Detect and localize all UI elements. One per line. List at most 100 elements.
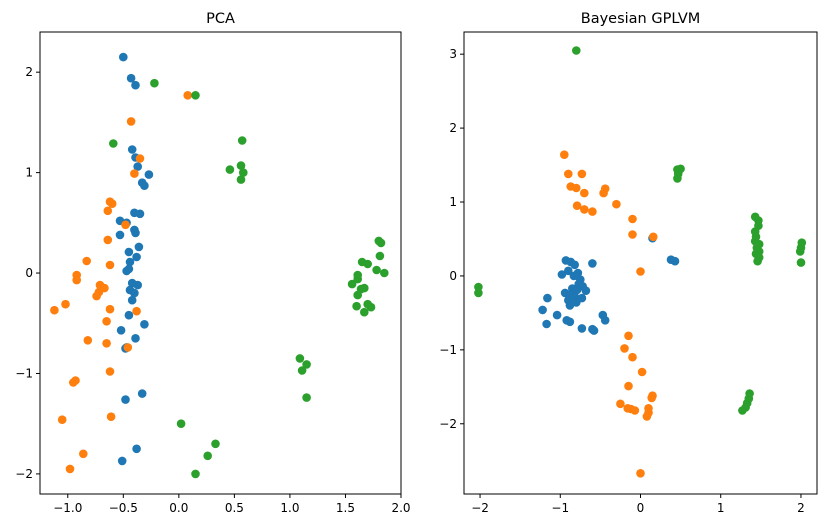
pca-point-class1 [106, 412, 116, 422]
pca-point-class2 [109, 139, 118, 148]
gplvm-point-class2 [796, 258, 806, 267]
gplvm-point-class1 [636, 469, 645, 478]
gplvm-y-tick-label: 0 [449, 269, 457, 283]
gplvm-point-class1 [630, 406, 640, 415]
pca-x-tick-label: 2.0 [391, 501, 410, 515]
pca-point-class0 [126, 73, 136, 83]
pca-point-class2 [225, 165, 235, 174]
gplvm-point-class0 [670, 256, 680, 266]
gplvm-point-class0 [600, 316, 610, 325]
pca-point-class2 [150, 78, 159, 88]
gplvm-x-tick-label: −1 [551, 501, 569, 515]
pca-point-class0 [121, 395, 130, 404]
pca-x-tick-label: −0.5 [109, 501, 138, 515]
gplvm-point-class2 [474, 288, 483, 298]
pca-point-class1 [105, 304, 115, 314]
pca-point-class2 [297, 366, 307, 375]
gplvm-x-axis: −2 −1 0 1 2 [471, 494, 805, 515]
pca-point-class0 [124, 264, 134, 274]
gplvm-points [474, 46, 807, 478]
pca-point-class0 [131, 228, 140, 238]
gplvm-point-class0 [543, 293, 552, 303]
pca-point-class0 [115, 230, 125, 240]
gplvm-point-class0 [542, 319, 551, 329]
pca-point-class2 [347, 279, 357, 289]
gplvm-y-tick-label: −1 [439, 343, 457, 357]
gplvm-point-class0 [572, 298, 581, 307]
pca-point-class0 [134, 242, 144, 252]
gplvm-point-class0 [565, 317, 575, 327]
pca-point-class0 [132, 252, 141, 262]
pca-point-class1 [50, 305, 59, 315]
pca-point-class2 [302, 393, 311, 402]
gplvm-x-tick-label: 0 [637, 501, 645, 515]
gplvm-point-class1 [612, 199, 621, 209]
gplvm-y-tick-label: −2 [439, 417, 457, 431]
pca-point-class0 [124, 247, 134, 257]
gplvm-point-class0 [569, 271, 579, 281]
gplvm-point-class1 [588, 207, 597, 216]
pca-point-class1 [105, 367, 115, 376]
gplvm-point-class0 [564, 266, 573, 276]
gplvm-x-tick-label: 2 [797, 501, 805, 515]
pca-point-class2 [203, 451, 212, 461]
gplvm-point-class0 [589, 326, 599, 335]
pca-point-class2 [302, 360, 311, 369]
pca-point-class2 [380, 268, 389, 278]
pca-point-class0 [140, 320, 149, 329]
pca-point-class0 [132, 444, 141, 454]
pca-point-class2 [295, 354, 305, 363]
pca-point-class2 [236, 161, 246, 170]
pca-y-tick-label: −2 [15, 467, 33, 481]
pca-y-tick-label: −1 [15, 366, 33, 380]
pca-point-class0 [117, 456, 127, 466]
pca-x-tick-label: 1.5 [336, 501, 355, 515]
gplvm-point-class0 [577, 324, 587, 333]
gplvm-point-class0 [588, 259, 597, 268]
pca-x-tick-label: 1.0 [280, 501, 299, 515]
pca-axes-frame [39, 31, 402, 495]
gplvm-point-class1 [647, 393, 656, 403]
pca-point-class1 [123, 343, 133, 352]
pca-point-class0 [144, 170, 154, 179]
pca-point-class0 [119, 52, 128, 62]
gplvm-point-class0 [538, 305, 547, 315]
gplvm-point-class2 [474, 282, 483, 292]
gplvm-panel: Bayesian GPLVM −2 −1 0 1 2 −2 −1 0 1 2 3 [439, 11, 818, 515]
pca-point-class1 [65, 464, 75, 474]
pca-point-class2 [363, 259, 373, 269]
pca-x-axis: −1.0 −0.5 0.0 0.5 1.0 1.5 2.0 [53, 494, 411, 515]
pca-point-class2 [237, 136, 247, 145]
pca-point-class1 [103, 235, 113, 245]
pca-x-tick-label: 0.0 [169, 501, 188, 515]
gplvm-point-class2 [673, 174, 682, 183]
pca-point-class2 [375, 251, 385, 261]
pca-point-class1 [103, 206, 113, 216]
gplvm-point-class1 [580, 188, 589, 198]
gplvm-point-class1 [572, 201, 582, 210]
pca-point-class1 [61, 299, 70, 309]
gplvm-point-class2 [795, 247, 805, 256]
pca-x-tick-label: 0.5 [225, 501, 244, 515]
pca-point-class1 [57, 415, 67, 425]
pca-y-tick-label: 1 [25, 166, 33, 180]
gplvm-point-class1 [624, 331, 633, 341]
pca-point-class0 [131, 334, 140, 343]
pca-point-class1 [69, 378, 78, 387]
pca-point-class2 [353, 274, 363, 284]
gplvm-point-class1 [580, 205, 589, 214]
gplvm-x-tick-label: −2 [471, 501, 489, 515]
pca-point-class0 [131, 80, 140, 90]
pca-point-class1 [83, 336, 93, 345]
pca-x-tick-label: −1.0 [53, 501, 82, 515]
pca-y-axis: −2 −1 0 1 2 [15, 65, 40, 481]
pca-points [50, 52, 389, 479]
gplvm-point-class1 [620, 344, 629, 353]
pca-point-class2 [191, 91, 200, 100]
pca-point-class0 [127, 145, 137, 154]
pca-point-class2 [360, 307, 369, 317]
gplvm-axes-frame [463, 31, 818, 495]
gplvm-point-class0 [570, 260, 579, 270]
gplvm-point-class1 [628, 352, 637, 362]
gplvm-point-class0 [581, 286, 591, 296]
